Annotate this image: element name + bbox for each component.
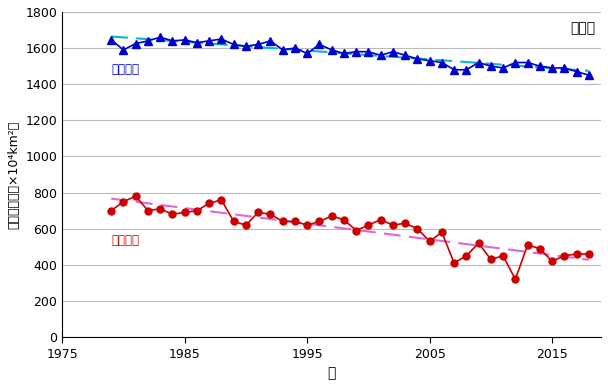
Text: 年最大値: 年最大値 (111, 63, 139, 75)
Text: 年最小値: 年最小値 (111, 234, 139, 247)
X-axis label: 年: 年 (328, 366, 336, 380)
Text: 北極域: 北極域 (570, 22, 596, 36)
Y-axis label: 海氷域面積（×10⁴km²）: 海氷域面積（×10⁴km²） (7, 120, 20, 229)
